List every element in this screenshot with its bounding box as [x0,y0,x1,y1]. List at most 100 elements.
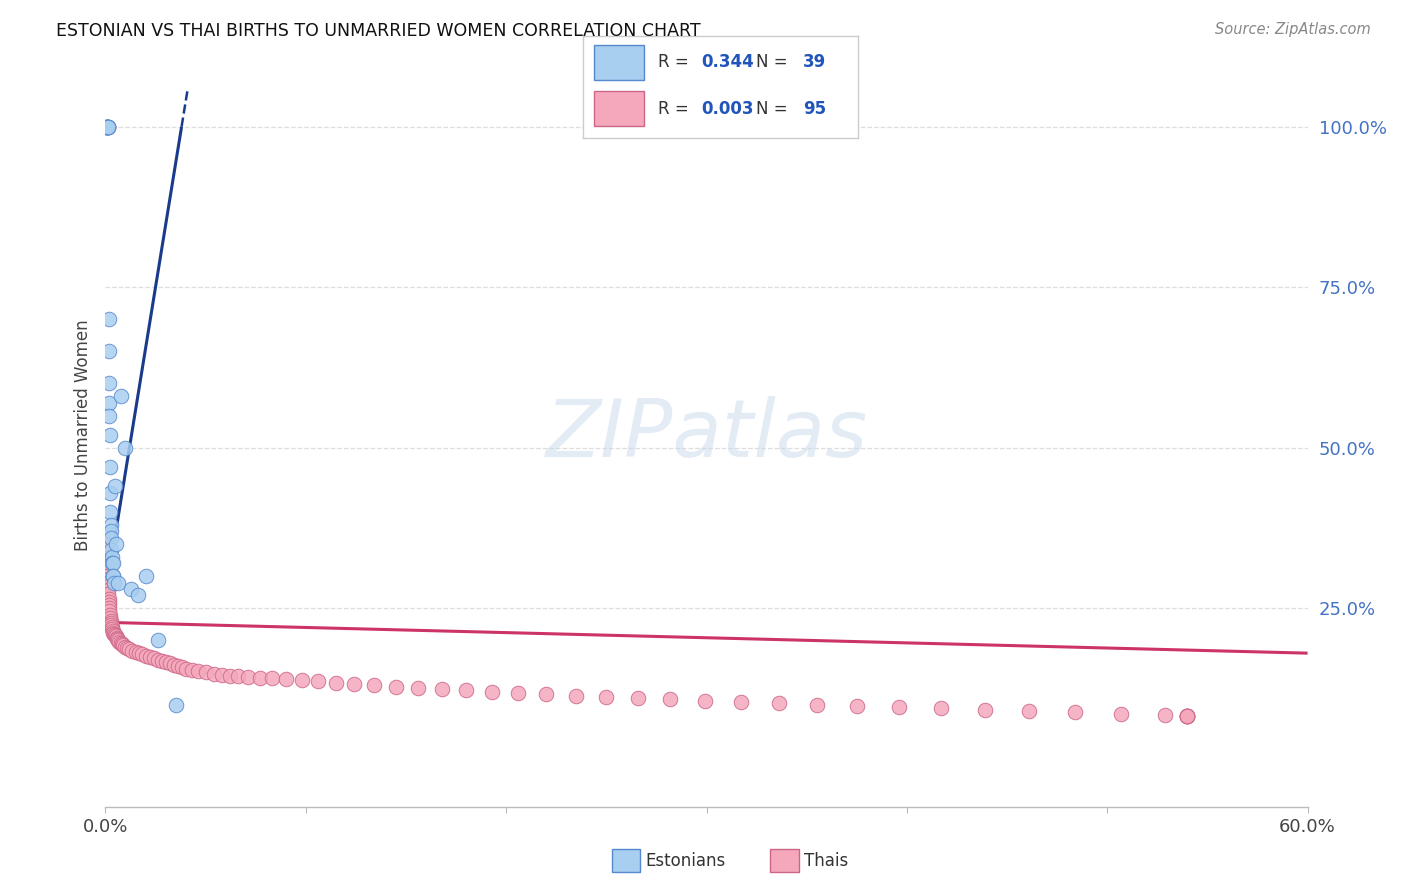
Point [101,569,124,583]
FancyBboxPatch shape [595,45,644,79]
Point [114,441,136,455]
Point [117,640,139,655]
Point [98,598,121,612]
Point [104,479,127,493]
Point [325,675,347,690]
Point [100,543,122,558]
Point [659,692,682,706]
Point [146,633,169,648]
Point [97,120,120,134]
Point [150,654,173,668]
Point [565,689,588,703]
Point [97,344,120,359]
Point [101,549,124,564]
Point [100,524,122,538]
Point [194,665,217,680]
Point [887,700,910,714]
Point [105,537,128,551]
Point [135,569,157,583]
Point [135,648,157,663]
Point [98,409,121,423]
Point [1177,709,1199,723]
Point [98,601,121,615]
Point [406,681,429,695]
Point [127,588,149,602]
Point [430,682,453,697]
Point [1177,709,1199,723]
Point [121,643,143,657]
Text: 95: 95 [803,100,825,118]
Point [180,663,202,677]
Point [97,579,120,593]
Text: 39: 39 [803,54,827,71]
Point [98,376,121,391]
Text: Source: ZipAtlas.com: Source: ZipAtlas.com [1215,22,1371,37]
Point [110,636,132,650]
Point [174,662,197,676]
Point [105,631,128,645]
Point [845,698,868,713]
Point [96,569,118,583]
Point [118,642,141,657]
Point [103,627,125,641]
Point [97,572,120,586]
Point [454,683,477,698]
Point [730,695,752,709]
Point [385,680,408,694]
Text: R =: R = [658,54,693,71]
Point [97,583,120,598]
Point [96,120,118,134]
FancyBboxPatch shape [595,91,644,126]
Point [142,651,165,665]
Point [96,120,118,134]
Point [100,531,122,545]
Point [96,120,118,134]
Point [162,657,184,672]
Point [131,648,153,662]
Point [166,659,188,673]
Point [165,698,187,712]
Point [100,505,122,519]
Point [97,120,120,134]
Point [101,556,124,570]
Point [97,595,120,609]
Point [218,668,240,682]
Point [103,569,125,583]
Text: 0.344: 0.344 [702,54,754,71]
Point [121,582,143,596]
Point [1177,709,1199,723]
Text: R =: R = [658,100,693,118]
Point [101,620,124,634]
Point [768,696,790,710]
Point [159,657,181,671]
Point [101,624,124,638]
Point [128,646,150,660]
Point [236,670,259,684]
Point [107,575,129,590]
Point [98,485,121,500]
Point [249,671,271,685]
Point [96,120,118,134]
Point [187,664,209,678]
Point [101,556,124,570]
Point [170,660,193,674]
Point [1177,709,1199,723]
Point [693,694,716,708]
Point [534,687,557,701]
Point [508,686,530,700]
Point [103,575,125,590]
Point [111,637,134,651]
Point [104,628,127,642]
Point [98,428,121,442]
Point [138,650,160,665]
Point [98,396,121,410]
Point [291,673,314,687]
Point [1018,704,1040,718]
Point [97,120,120,134]
Point [100,615,122,630]
Point [97,575,120,590]
Point [104,630,127,644]
Point [146,652,169,666]
Point [343,677,366,691]
Point [103,625,125,640]
